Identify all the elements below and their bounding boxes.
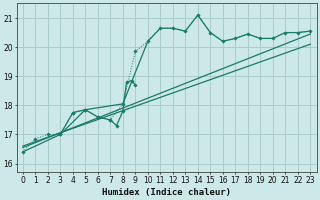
X-axis label: Humidex (Indice chaleur): Humidex (Indice chaleur) <box>102 188 231 197</box>
